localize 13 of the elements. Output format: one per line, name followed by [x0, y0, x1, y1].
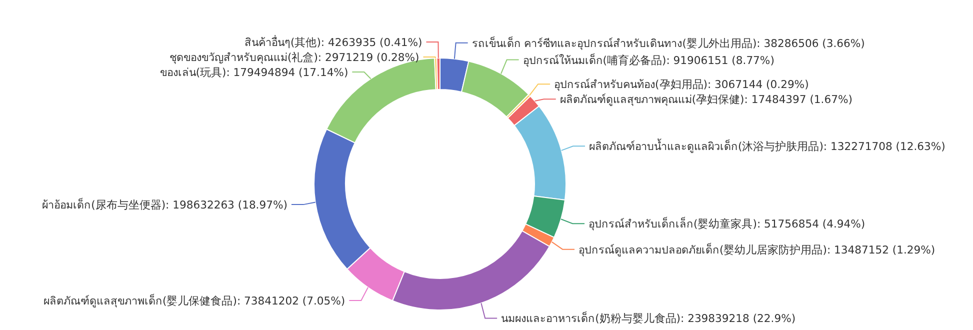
slice-label: ผ้าอ้อมเด็ก(尿布与坐便器): 198632263 (18.97%) [42, 198, 288, 212]
slice-label: ผลิตภัณฑ์ดูแลสุขภาพคุณแม่(孕妇保健): 17484397 (1.67%) [560, 93, 852, 106]
slice-label: ชุดของขวัญสำหรับคุณแม่(礼盒): 2971219 (0.28%) [169, 51, 420, 64]
slice-label: นมผงและอาหารเด็ก(奶粉与婴儿食品): 239839218 (22.9%) [501, 311, 796, 326]
slice-label: รถเข็นเด็ก คาร์ซีทและอุปกรณ์สำหรับเดินทาง(婴儿外出用品): 38286506 (3.66%) [472, 36, 865, 50]
slice-label: อุปกรณ์สำหรับเด็กเล็ก(婴幼童家具): 51756854 (4.94%) [588, 216, 866, 231]
slice-label: ผลิตภัณฑ์อาบน้ำและดูแลผิวเด็ก(沐浴与护肤用品): 132271708 (12.63%) [589, 138, 946, 154]
slice-label: อุปกรณ์ให้นมเด็ก(哺育必备品): 91906151 (8.77%) [522, 52, 774, 67]
slice-label: ของเล่น(玩具): 179494894 (17.14%) [160, 66, 348, 80]
slice-label: อุปกรณ์ดูแลความปลอดภัยเด็ก(婴幼儿居家防护用品): 13487152 (1.29%) [578, 242, 936, 256]
slice-label: อุปกรณ์สำหรับคนท้อง(孕妇用品): 3067144 (0.29%) [554, 78, 809, 92]
slice-label: สินค้าอื่นๆ(其他): 4263935 (0.41%) [244, 35, 422, 50]
slice-label: ผลิตภัณฑ์ดูแลสุขภาพเด็ก(婴儿保健食品): 73841202 (7.05%) [44, 294, 346, 308]
